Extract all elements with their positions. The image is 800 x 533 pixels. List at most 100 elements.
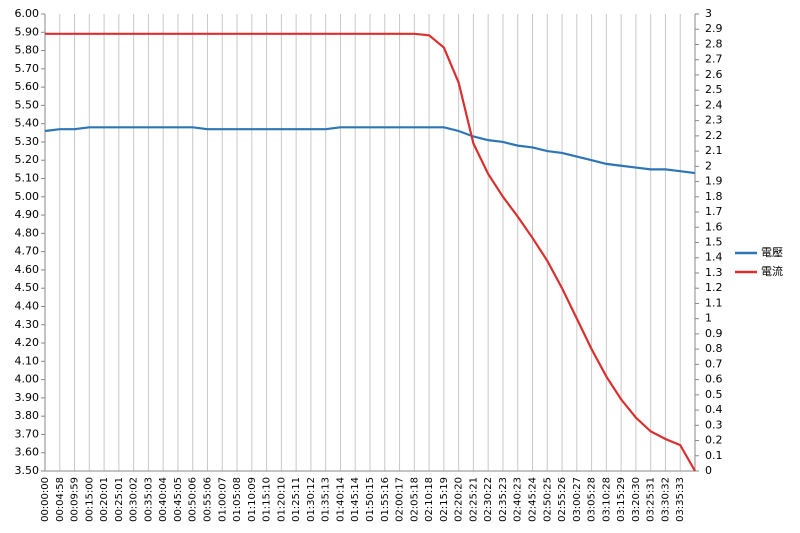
x-tick-label: 00:25:01 — [114, 477, 125, 522]
y2-tick-label: 2 — [705, 159, 712, 172]
x-tick-label: 03:00:27 — [572, 477, 583, 522]
x-tick-label: 00:45:05 — [173, 477, 184, 522]
x-tick-label: 01:40:14 — [335, 477, 346, 522]
x-tick-label: 03:30:32 — [660, 477, 671, 522]
x-tick-label: 03:35:33 — [675, 477, 686, 522]
y2-tick-label: 1 — [705, 312, 712, 325]
y2-tick-label: 3 — [705, 7, 712, 20]
y2-tick-label: 1.9 — [705, 175, 723, 188]
y-tick-label: 4.30 — [15, 318, 40, 331]
x-tick-label: 02:25:21 — [468, 477, 479, 522]
legend-label: 電流 — [761, 264, 783, 278]
y2-tick-label: 1.7 — [705, 205, 723, 218]
x-tick-label: 00:40:04 — [158, 477, 169, 522]
x-tick-label: 02:30:22 — [483, 477, 494, 522]
x-tick-label: 00:09:59 — [70, 477, 81, 522]
x-tick-label: 00:30:02 — [129, 477, 140, 522]
y2-tick-label: 1.3 — [705, 266, 723, 279]
y2-tick-label: 0.2 — [705, 434, 723, 447]
y-tick-label: 4.40 — [15, 299, 40, 312]
y2-tick-label: 0.8 — [705, 342, 723, 355]
legend-label: 電壓 — [761, 246, 783, 259]
x-tick-label: 00:50:06 — [188, 477, 199, 522]
y2-tick-label: 0 — [705, 464, 712, 477]
x-tick-label: 01:10:09 — [247, 477, 258, 522]
y2-tick-label: 2.5 — [705, 83, 723, 96]
x-tick-label: 02:20:20 — [454, 477, 465, 522]
x-tick-label: 00:55:06 — [203, 477, 214, 522]
y-tick-label: 3.90 — [15, 391, 40, 404]
x-tick-label: 01:30:12 — [306, 477, 317, 522]
x-tick-label: 03:25:31 — [646, 477, 657, 522]
y2-tick-label: 1.2 — [705, 281, 723, 294]
x-tick-label: 02:15:19 — [439, 477, 450, 522]
y2-tick-label: 2.3 — [705, 114, 723, 127]
x-tick-label: 00:35:03 — [143, 477, 154, 522]
x-tick-label: 00:20:01 — [99, 477, 110, 522]
y2-tick-label: 0.6 — [705, 373, 723, 386]
y2-tick-label: 1.6 — [705, 220, 723, 233]
x-tick-label: 02:35:23 — [498, 477, 509, 522]
x-tick-label: 01:25:11 — [291, 477, 302, 522]
y2-tick-label: 2.2 — [705, 129, 723, 142]
x-tick-label: 01:00:07 — [217, 477, 228, 522]
y2-tick-label: 2.8 — [705, 37, 723, 50]
x-tick-label: 03:05:28 — [587, 477, 598, 522]
y-tick-label: 4.80 — [15, 226, 40, 239]
x-tick-label: 02:45:24 — [528, 477, 539, 522]
y2-tick-label: 0.5 — [705, 388, 723, 401]
y-tick-label: 4.00 — [15, 373, 40, 386]
x-tick-label: 01:55:16 — [380, 477, 391, 522]
y2-tick-label: 1.5 — [705, 236, 723, 249]
x-tick-label: 03:20:30 — [631, 477, 642, 522]
series-line — [44, 126, 696, 175]
y-tick-label: 5.50 — [15, 98, 40, 111]
x-tick-label: 00:04:58 — [55, 477, 66, 522]
y-tick-label: 5.20 — [15, 153, 40, 166]
y-tick-label: 4.60 — [15, 263, 40, 276]
y-tick-label: 6.00 — [15, 7, 40, 20]
y2-tick-label: 0.7 — [705, 357, 723, 370]
y2-tick-label: 1.4 — [705, 251, 723, 264]
x-tick-label: 01:45:14 — [350, 477, 361, 522]
y-tick-label: 5.60 — [15, 80, 40, 93]
x-tick-label: 02:00:17 — [395, 477, 406, 522]
y2-tick-label: 0.1 — [705, 449, 723, 462]
x-tick-label: 02:05:18 — [409, 477, 420, 522]
y2-tick-label: 2.9 — [705, 22, 723, 35]
y-tick-label: 4.50 — [15, 281, 40, 294]
x-tick-label: 02:40:23 — [513, 477, 524, 522]
y-tick-label: 5.70 — [15, 62, 40, 75]
y2-tick-label: 0.3 — [705, 418, 723, 431]
y-tick-label: 3.50 — [15, 464, 40, 477]
y2-tick-label: 2.1 — [705, 144, 723, 157]
x-tick-label: 01:20:10 — [276, 477, 287, 522]
x-tick-label: 00:15:00 — [84, 477, 95, 522]
y2-tick-label: 1.1 — [705, 296, 723, 309]
y2-tick-label: 1.8 — [705, 190, 723, 203]
x-tick-label: 00:00:00 — [40, 477, 51, 522]
y-tick-label: 4.90 — [15, 208, 40, 221]
y2-tick-label: 0.9 — [705, 327, 723, 340]
x-tick-label: 02:10:18 — [424, 477, 435, 522]
x-tick-label: 01:05:08 — [232, 477, 243, 522]
x-tick-label: 01:15:10 — [262, 477, 273, 522]
y-tick-label: 5.00 — [15, 190, 40, 203]
x-tick-label: 03:15:29 — [616, 477, 627, 522]
y2-tick-label: 0.4 — [705, 403, 723, 416]
y2-tick-label: 2.4 — [705, 98, 723, 111]
y-tick-label: 3.80 — [15, 409, 40, 422]
y-tick-label: 4.10 — [15, 354, 40, 367]
x-tick-label: 01:35:13 — [321, 477, 332, 522]
y-tick-label: 5.90 — [15, 25, 40, 38]
y-tick-label: 4.20 — [15, 336, 40, 349]
y2-tick-label: 2.7 — [705, 53, 723, 66]
y-tick-label: 3.60 — [15, 446, 40, 459]
y-tick-label: 5.40 — [15, 117, 40, 130]
series-line — [45, 32, 696, 472]
x-tick-label: 02:55:26 — [557, 477, 568, 522]
x-tick-label: 02:50:25 — [542, 477, 553, 522]
y-tick-label: 3.70 — [15, 427, 40, 440]
y-tick-label: 5.80 — [15, 44, 40, 57]
y-tick-label: 4.70 — [15, 245, 40, 258]
